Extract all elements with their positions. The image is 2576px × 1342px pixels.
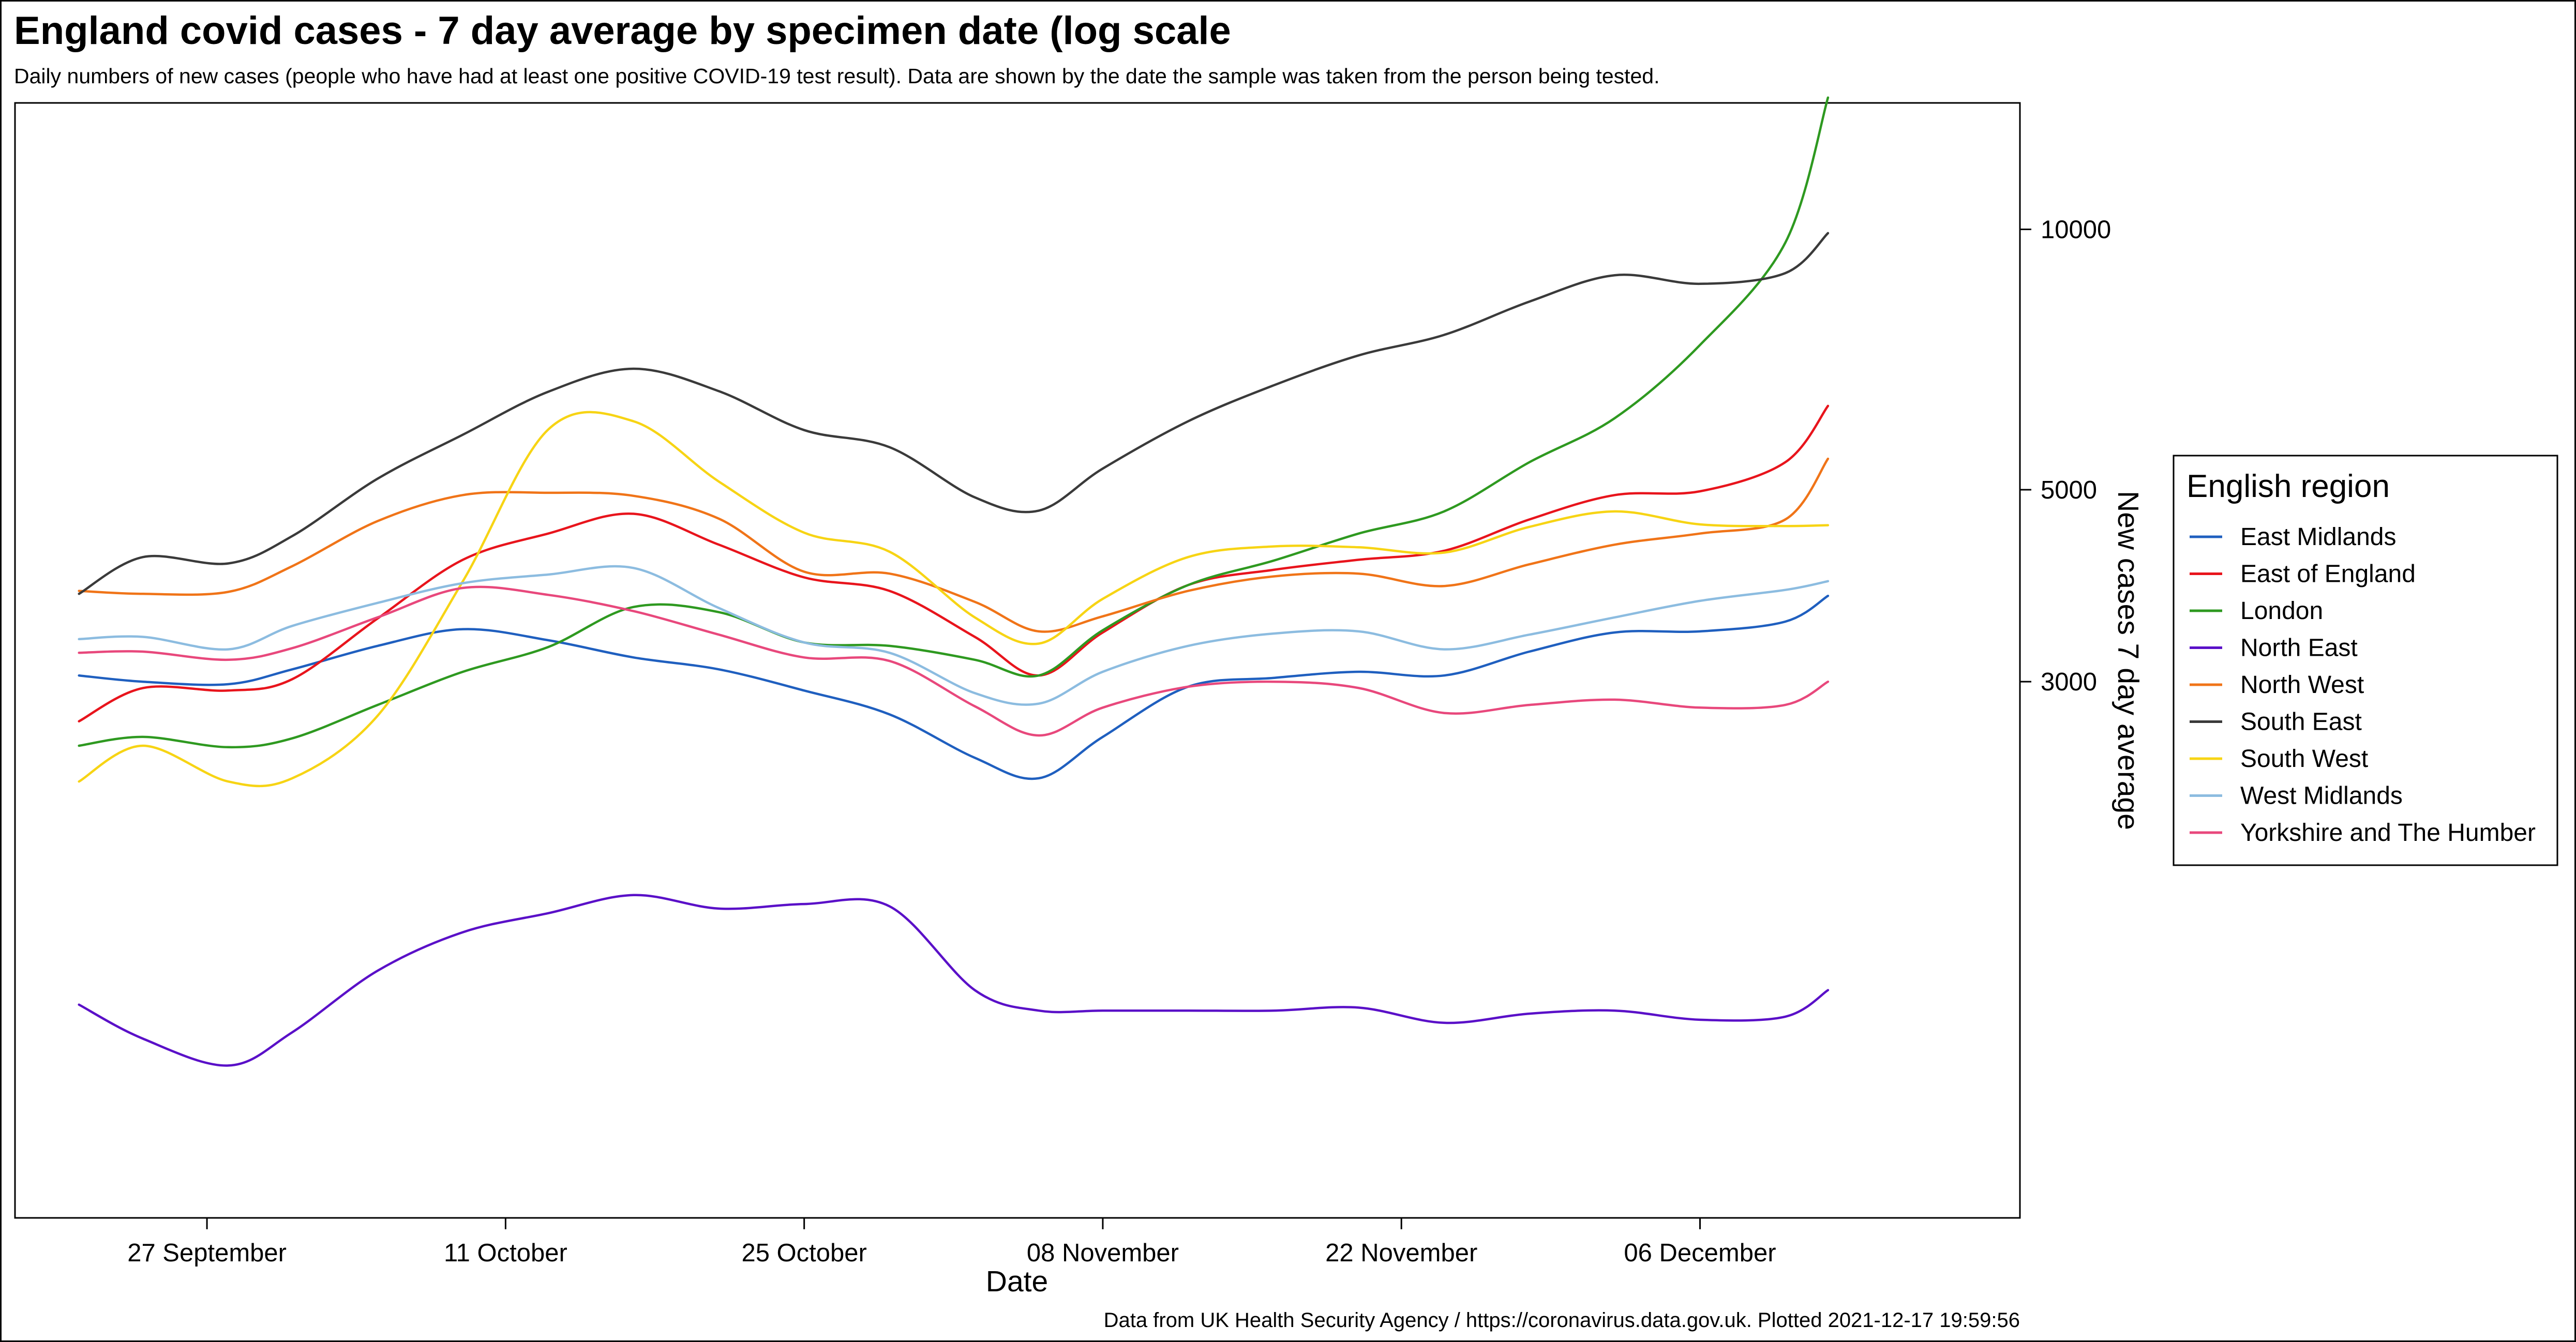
- chart-subtitle: Daily numbers of new cases (people who h…: [14, 64, 1660, 88]
- y-axis: 3000 5000 10000: [2020, 216, 2111, 696]
- series-line-west-midlands: [78, 565, 1830, 706]
- y-axis-title: New cases 7 day average: [2111, 491, 2145, 830]
- legend-items: East Midlands East of England London North …: [2190, 523, 2536, 847]
- legend-label-south-west: South West: [2240, 745, 2368, 773]
- series-line-east-of-england: [78, 404, 1830, 722]
- x-tick-label: 27 September: [127, 1239, 287, 1267]
- legend-label-east-midlands: East Midlands: [2240, 523, 2396, 551]
- legend-label-south-east: South East: [2240, 708, 2362, 736]
- legend-box: [2173, 455, 2558, 866]
- y-tick-label: 10000: [2041, 216, 2111, 244]
- x-tick-label: 11 October: [444, 1239, 567, 1267]
- series-line-north-west: [78, 457, 1830, 633]
- y-tick-label: 3000: [2041, 668, 2097, 696]
- series-line-london: [78, 96, 1830, 749]
- x-tick-label: 22 November: [1325, 1239, 1477, 1267]
- plot-panel: [14, 102, 2021, 1219]
- legend-label-east-of-england: East of England: [2240, 561, 2416, 588]
- legend-label-north-west: North West: [2240, 671, 2364, 699]
- x-axis: 27 September 11 October 25 October 08 Novem…: [127, 1218, 1776, 1267]
- series-line-south-east: [78, 232, 1830, 595]
- x-axis-title: Date: [986, 1265, 1048, 1298]
- chart-caption: Data from UK Health Security Agency / ht…: [1104, 1309, 2020, 1332]
- x-tick-label: 08 November: [1027, 1239, 1179, 1267]
- x-tick-label: 06 December: [1624, 1239, 1776, 1267]
- series-line-south-west: [78, 411, 1830, 788]
- legend-label-north-east: North East: [2240, 635, 2358, 662]
- x-tick-label: 25 October: [741, 1239, 866, 1267]
- series-line-north-east: [78, 894, 1830, 1067]
- legend-label-london: London: [2240, 597, 2323, 625]
- chart-title: England covid cases - 7 day average by s…: [14, 9, 1231, 53]
- series-line-yorkshire-and-the-humber: [78, 585, 1830, 737]
- series-line-east-midlands: [78, 594, 1830, 780]
- legend-label-yorkshire-and-the-humber: Yorkshire and The Humber: [2240, 819, 2536, 847]
- legend-title: English region: [2186, 469, 2390, 504]
- legend: English region East Midlands East of Engl…: [2173, 455, 2558, 866]
- y-tick-label: 5000: [2041, 476, 2097, 504]
- series-lines: [78, 96, 1830, 1067]
- legend-label-west-midlands: West Midlands: [2240, 782, 2403, 810]
